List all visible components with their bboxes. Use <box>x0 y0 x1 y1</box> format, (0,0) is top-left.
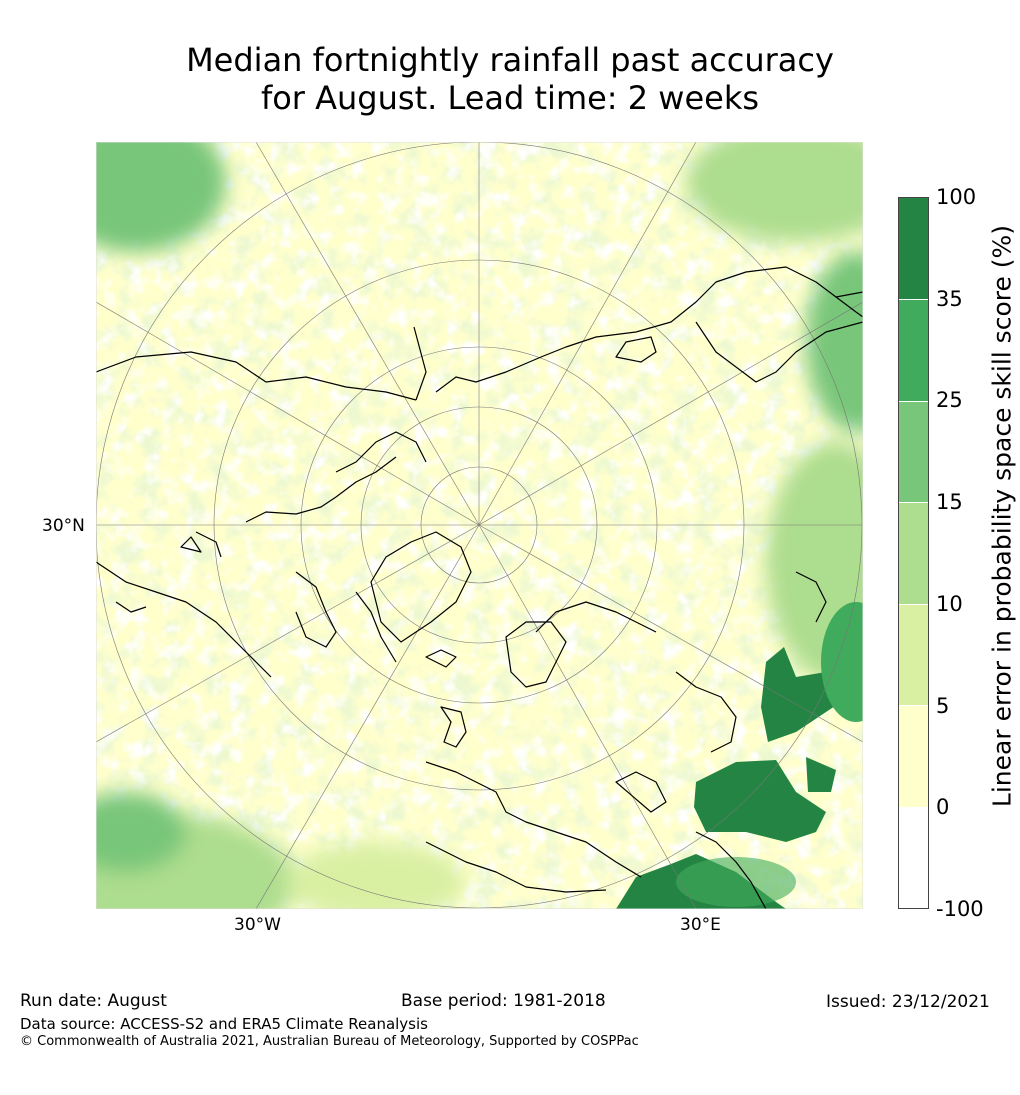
colorbar-segment <box>899 603 928 707</box>
patch-right-upper <box>806 252 863 432</box>
lon-label-30e: 30°E <box>680 915 721 935</box>
data-source: Data source: ACCESS-S2 and ERA5 Climate … <box>20 1015 428 1033</box>
coast-east <box>795 571 827 623</box>
coast-iceland <box>425 649 457 668</box>
issued-date: Issued: 23/12/2021 <box>826 992 990 1012</box>
base-period: Base period: 1981-2018 <box>401 991 606 1011</box>
coast-greenland <box>370 531 472 643</box>
coast-arctic-arch <box>335 431 427 473</box>
run-date: Run date: August <box>20 991 167 1011</box>
colorbar-segment <box>899 400 928 504</box>
patch-bottom-green <box>676 857 796 907</box>
patch-top-left <box>96 142 226 252</box>
patch-top-right <box>686 142 863 242</box>
high-skill-regions <box>616 602 863 909</box>
coast-black-sea <box>615 771 667 813</box>
high-skill-small <box>806 757 836 792</box>
coast-canada-north <box>245 456 397 523</box>
coast-island-2 <box>180 536 202 553</box>
coast-island-1 <box>195 531 222 558</box>
colorbar-title: Linear error in probability space skill … <box>987 224 1017 808</box>
patch-bottom-mid <box>286 842 466 909</box>
patch-bottom-left-2 <box>96 792 186 872</box>
coast-chukotka <box>413 326 427 401</box>
colorbar-segment <box>899 299 928 402</box>
coastlines <box>96 266 863 909</box>
coast-scandinavia <box>505 621 567 688</box>
high-skill-sahel <box>694 760 826 842</box>
coast-north-africa <box>425 841 607 893</box>
coast-labrador <box>355 591 397 663</box>
colorbar-tick-label: 10 <box>936 591 963 616</box>
coast-kola <box>535 601 657 633</box>
coast-hudson <box>295 571 337 648</box>
colorbar-tick-label: -100 <box>936 897 984 921</box>
coast-british-isles <box>440 706 467 748</box>
colorbar-segment <box>899 502 928 605</box>
coast-alaska-siberia <box>96 351 417 401</box>
coast-europe-south <box>425 761 642 878</box>
title-line-1: Median fortnightly rainfall past accurac… <box>186 41 834 79</box>
coast-caspian <box>675 671 737 753</box>
coast-red-sea <box>695 831 767 909</box>
colorbar-tick-label: 25 <box>936 388 963 413</box>
coast-island-3 <box>115 601 147 613</box>
patch-right-green <box>821 602 863 722</box>
coast-taymyr <box>615 336 657 363</box>
coast-pacific-na <box>96 561 272 678</box>
colorbar-segment <box>899 705 928 808</box>
colorbar-tick-label: 100 <box>936 185 977 209</box>
graticule <box>96 142 863 909</box>
coast-north-asia <box>435 266 863 393</box>
colorbar-segment <box>899 806 928 908</box>
coast-okhotsk <box>695 321 863 383</box>
skill-patches <box>96 142 863 909</box>
title-line-2: for August. Lead time: 2 weeks <box>260 79 760 117</box>
map-frame <box>96 142 863 909</box>
colorbar-tick-label: 5 <box>936 693 950 718</box>
lon-label-30w: 30°W <box>234 915 281 935</box>
high-skill-west-africa <box>761 647 841 742</box>
copyright: © Commonwealth of Australia 2021, Austra… <box>20 1034 639 1049</box>
lat-label-30n: 30°N <box>42 516 85 536</box>
polar-skill-map <box>96 142 863 909</box>
colorbar-tick-label: 15 <box>936 490 963 515</box>
colorbar-tick-label: 0 <box>936 795 950 820</box>
colorbar-tick-label: 35 <box>936 286 963 311</box>
colorbar <box>898 197 929 909</box>
coast-bering <box>835 291 863 298</box>
colorbar-segment <box>899 198 928 301</box>
